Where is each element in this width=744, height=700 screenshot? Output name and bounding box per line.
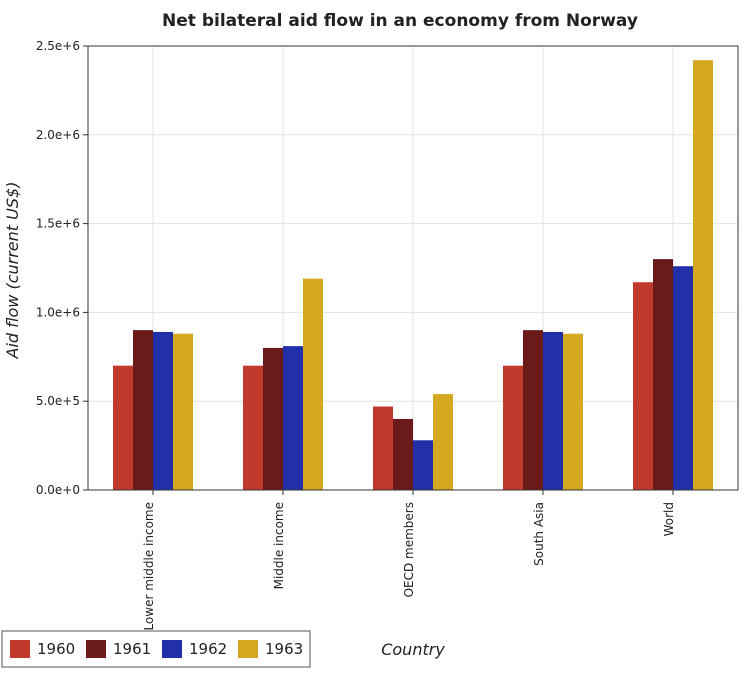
y-tick-label: 1.0e+6 bbox=[36, 305, 80, 319]
bar-1960 bbox=[503, 365, 523, 490]
legend-box bbox=[1, 630, 311, 668]
bar-1960 bbox=[633, 282, 653, 490]
bar-1962 bbox=[673, 266, 693, 490]
x-tick-label: Middle income bbox=[272, 502, 286, 589]
bar-1962 bbox=[283, 346, 303, 490]
x-tick-label: OECD members bbox=[402, 502, 416, 597]
legend-swatch bbox=[10, 640, 30, 658]
x-axis-label: Country bbox=[381, 640, 445, 659]
legend-swatch bbox=[86, 640, 106, 658]
legend-swatch bbox=[238, 640, 258, 658]
bar-1960 bbox=[373, 406, 393, 490]
y-tick-label: 5.0e+5 bbox=[36, 394, 80, 408]
y-tick-label: 1.5e+6 bbox=[36, 217, 80, 231]
x-tick-label: South Asia bbox=[532, 502, 546, 566]
bar-1962 bbox=[543, 331, 563, 490]
y-axis-label: Aid flow (current US$) bbox=[3, 182, 22, 360]
bar-1961 bbox=[523, 330, 543, 490]
bar-1961 bbox=[393, 418, 413, 490]
legend-label: 1963 bbox=[265, 640, 303, 658]
legend-swatch bbox=[162, 640, 182, 658]
bar-1961 bbox=[133, 330, 153, 490]
legend-label: 1962 bbox=[189, 640, 227, 658]
bar-1962 bbox=[413, 440, 433, 490]
bar-1963 bbox=[433, 394, 453, 490]
bar-1961 bbox=[653, 259, 673, 490]
y-tick-label: 2.0e+6 bbox=[36, 128, 80, 142]
bar-1963 bbox=[563, 333, 583, 490]
legend-label: 1960 bbox=[37, 640, 75, 658]
bar-1963 bbox=[303, 278, 323, 490]
bar-1960 bbox=[243, 365, 263, 490]
y-tick-label: 2.5e+6 bbox=[36, 39, 80, 53]
bar-1962 bbox=[153, 331, 173, 490]
legend: 1960 1961 1962 1963 bbox=[1, 630, 311, 668]
legend-label: 1961 bbox=[113, 640, 151, 658]
x-tick-label: Lower middle income bbox=[142, 502, 156, 631]
chart-title: Net bilateral aid flow in an economy fro… bbox=[162, 11, 638, 31]
y-tick-label: 0.0e+0 bbox=[36, 483, 80, 497]
bar-1963 bbox=[693, 60, 713, 490]
bar-1961 bbox=[263, 347, 283, 490]
bar-1963 bbox=[173, 333, 193, 490]
plot-area: 0.0e+0 5.0e+5 1.0e+6 1.5e+6 2.0e+6 2.5e+6 Lowe… bbox=[36, 39, 739, 631]
x-tick-label: World bbox=[662, 502, 676, 536]
bar-1960 bbox=[113, 365, 133, 490]
